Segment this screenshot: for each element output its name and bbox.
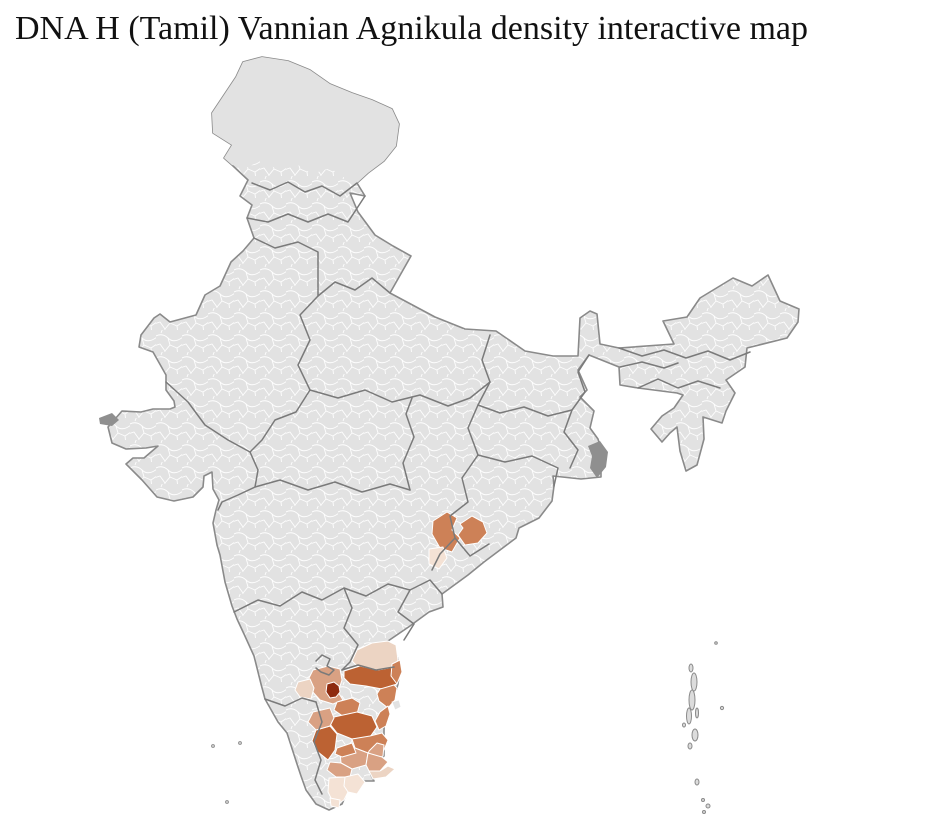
island bbox=[688, 689, 696, 711]
map-patch-sundarbans bbox=[588, 441, 608, 478]
island bbox=[705, 803, 711, 809]
state-border-13 bbox=[431, 454, 479, 571]
island-dot bbox=[225, 800, 229, 804]
state-border-12 bbox=[467, 404, 559, 487]
state-border-25 bbox=[217, 486, 256, 511]
state-border-11 bbox=[563, 409, 579, 469]
state-border-18 bbox=[264, 697, 317, 707]
density-district-22[interactable] bbox=[334, 742, 357, 758]
state-border-5 bbox=[165, 381, 251, 453]
density-district-6[interactable] bbox=[294, 678, 315, 700]
density-district-3[interactable] bbox=[390, 659, 403, 685]
state-border-2 bbox=[246, 195, 366, 223]
density-district-17[interactable] bbox=[368, 765, 396, 780]
density-district-5[interactable] bbox=[325, 681, 341, 699]
state-border-6 bbox=[249, 451, 411, 493]
island bbox=[701, 798, 705, 802]
state-border-23 bbox=[637, 378, 721, 389]
density-district-20[interactable] bbox=[343, 773, 366, 795]
state-border-1 bbox=[251, 181, 358, 197]
island-dot bbox=[211, 744, 215, 748]
island bbox=[719, 705, 725, 711]
island bbox=[686, 707, 692, 725]
state-border-16 bbox=[341, 587, 359, 671]
state-border-21 bbox=[618, 347, 751, 361]
state-border-7 bbox=[309, 381, 491, 407]
state-border-22 bbox=[619, 361, 679, 369]
map-patch-coast-notch bbox=[391, 699, 402, 711]
state-border-19 bbox=[313, 701, 323, 795]
map-patch-kutch-tip bbox=[99, 413, 119, 426]
density-district-24[interactable] bbox=[457, 515, 488, 546]
island bbox=[714, 641, 718, 645]
island bbox=[687, 742, 693, 750]
island bbox=[694, 778, 700, 786]
page-title: DNA H (Tamil) Vannian Agnikula density i… bbox=[15, 10, 808, 47]
state-border-24 bbox=[315, 654, 335, 676]
smooth-territory bbox=[212, 57, 399, 183]
density-district-13[interactable] bbox=[374, 705, 391, 731]
island bbox=[688, 663, 694, 673]
state-border-14 bbox=[454, 537, 490, 557]
state-border-9 bbox=[477, 334, 573, 417]
island bbox=[690, 672, 698, 692]
state-border-10 bbox=[571, 354, 590, 411]
state-border-17 bbox=[397, 589, 415, 641]
island bbox=[702, 810, 706, 814]
state-border-20 bbox=[341, 664, 395, 671]
density-district-21[interactable] bbox=[329, 797, 341, 809]
island bbox=[695, 707, 699, 719]
state-border-8 bbox=[402, 397, 415, 491]
island bbox=[691, 728, 699, 742]
island bbox=[682, 722, 686, 728]
island-dot bbox=[238, 741, 242, 745]
